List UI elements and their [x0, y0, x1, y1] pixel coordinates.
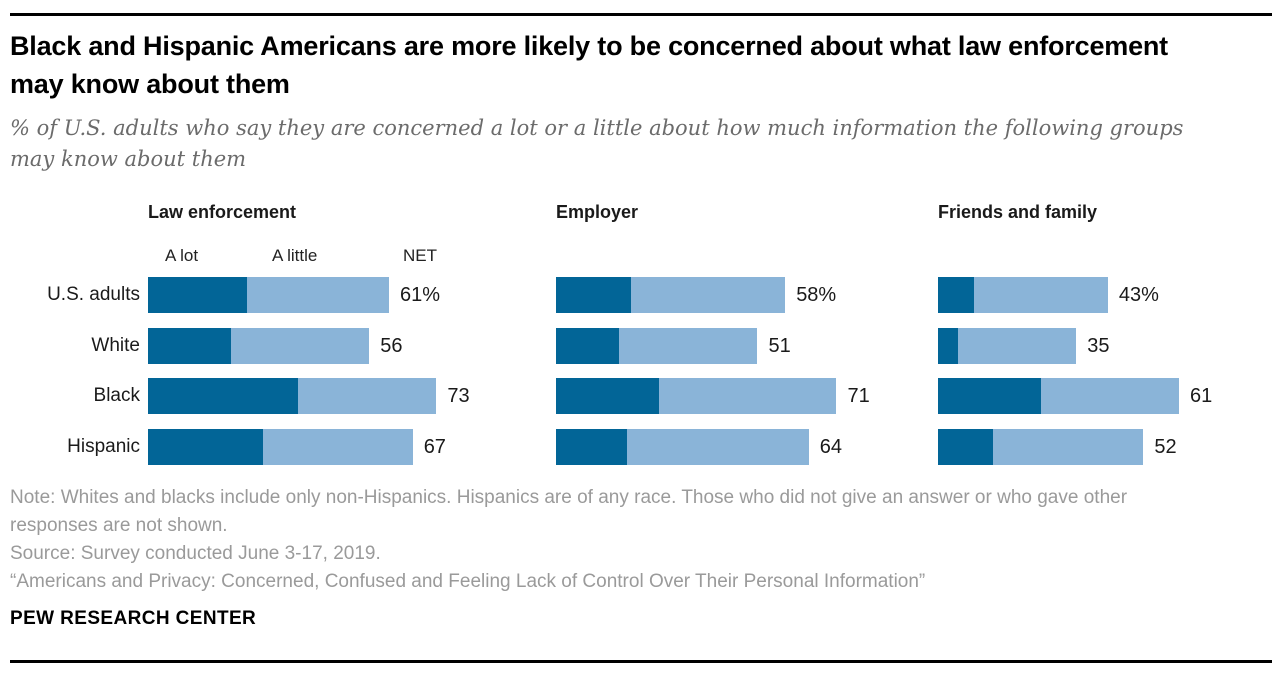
bar-segment-a-lot [148, 328, 231, 364]
net-value-label: 56 [380, 335, 403, 357]
bar-segment-a-little [658, 378, 837, 414]
bar-segment-a-lot [556, 378, 659, 414]
panel-title: Employer [556, 202, 639, 222]
category-label: Hispanic [67, 436, 140, 457]
panel-title: Law enforcement [148, 202, 297, 222]
bar-segment-a-lot [556, 328, 620, 364]
bar-segment-a-little [957, 328, 1077, 364]
bar-segment-a-lot [938, 277, 974, 313]
top-divider [10, 13, 1272, 16]
report-title-text: “Americans and Privacy: Concerned, Confu… [10, 571, 926, 592]
bar-segment-a-lot [148, 429, 263, 465]
net-value-label: 71 [847, 385, 870, 407]
net-value-label: 51 [768, 335, 791, 357]
bar-segment-a-little [973, 277, 1108, 313]
bar-segment-a-little [246, 277, 389, 313]
net-value-label: 61 [1190, 385, 1213, 407]
source-text: Source: Survey conducted June 3-17, 2019… [10, 543, 381, 564]
net-value-label: 61% [400, 284, 441, 306]
bar-segment-a-little [993, 429, 1144, 465]
bar-segment-a-little [631, 277, 786, 313]
panel-title: Friends and family [938, 202, 1098, 222]
net-value-label: 52 [1154, 436, 1177, 458]
bar-segment-a-little [298, 378, 437, 414]
category-label: White [91, 335, 140, 356]
bar-segment-a-lot [148, 378, 299, 414]
net-value-label: 43% [1118, 284, 1159, 306]
note-text: Note: Whites and blacks include only non… [10, 487, 1128, 536]
bar-segment-a-lot [938, 378, 1041, 414]
bar-segment-a-lot [938, 328, 958, 364]
bar-segment-a-little [619, 328, 758, 364]
legend-a-little-label: A little [272, 246, 318, 265]
bar-segment-a-lot [938, 429, 994, 465]
stacked-bar-chart: A lot A little NET Law enforcement U.S. adul… [0, 200, 1282, 480]
legend-net-label: NET [403, 246, 437, 265]
category-label: Black [93, 385, 140, 406]
net-value-label: 58% [796, 284, 837, 306]
pew-research-center-logo: PEW RESEARCH CENTER [10, 608, 257, 629]
net-value-label: 67 [423, 436, 446, 458]
bar-segment-a-lot [556, 277, 632, 313]
bar-segment-a-lot [148, 277, 247, 313]
bar-segment-a-lot [556, 429, 628, 465]
bar-segment-a-little [627, 429, 809, 465]
net-value-label: 35 [1087, 335, 1110, 357]
category-label: U.S. adults [47, 284, 140, 305]
chart-footer: Note: Whites and blacks include only non… [10, 484, 1205, 596]
legend-a-lot-label: A lot [165, 246, 199, 265]
net-value-label: 73 [447, 385, 470, 407]
bar-segment-a-little [1040, 378, 1179, 414]
bottom-divider [10, 660, 1272, 663]
chart-subtitle: % of U.S. adults who say they are concer… [10, 116, 1184, 171]
chart-title: Black and Hispanic Americans are more li… [10, 31, 1168, 99]
net-value-label: 64 [819, 436, 843, 458]
bar-segment-a-little [231, 328, 370, 364]
bar-segment-a-little [262, 429, 413, 465]
